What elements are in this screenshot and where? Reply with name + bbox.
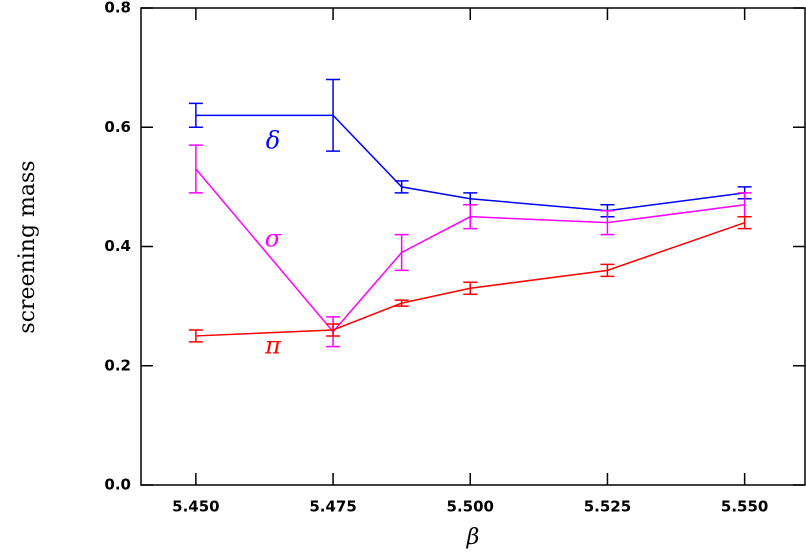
error-bar xyxy=(394,233,409,272)
error-bar xyxy=(188,144,203,194)
x-tick-label: 5.500 xyxy=(447,498,494,516)
error-bar xyxy=(394,180,409,194)
y-tick-label: 0.6 xyxy=(104,118,131,136)
series-line xyxy=(195,114,745,212)
x-tick-label: 5.525 xyxy=(584,498,631,516)
error-bar xyxy=(188,102,203,128)
y-axis-label: screening mass xyxy=(15,160,40,333)
error-bar xyxy=(394,299,409,307)
x-axis-label: β xyxy=(466,525,480,550)
series-line xyxy=(195,221,745,337)
x-tick-label: 5.550 xyxy=(721,498,768,516)
error-bar xyxy=(737,215,752,230)
error-bar xyxy=(463,281,478,295)
series-line xyxy=(195,168,745,333)
error-bar xyxy=(600,209,615,236)
y-tick-label: 0.2 xyxy=(104,356,131,374)
error-bar xyxy=(188,329,203,343)
x-tick-label: 5.450 xyxy=(172,498,219,516)
series-label: π xyxy=(264,332,282,360)
y-tick-label: 0.4 xyxy=(104,237,131,255)
error-bar xyxy=(600,263,615,278)
series-label: δ xyxy=(266,127,280,155)
x-tick-label: 5.475 xyxy=(309,498,356,516)
y-tick-label: 0.0 xyxy=(104,476,131,494)
error-bar xyxy=(463,204,478,230)
error-bar xyxy=(326,323,341,337)
error-bar xyxy=(326,78,341,152)
plot-frame xyxy=(140,7,806,486)
y-tick-label: 0.8 xyxy=(104,0,131,17)
series-label: σ xyxy=(265,225,282,253)
